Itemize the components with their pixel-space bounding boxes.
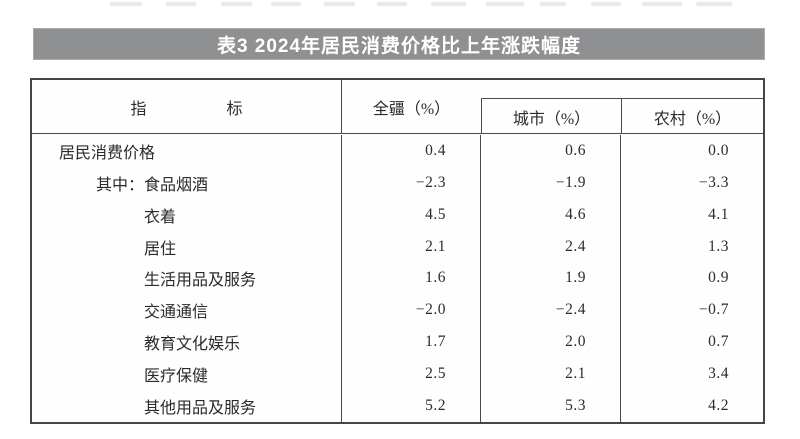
scan-artifact <box>696 2 732 6</box>
table-row: 居住 2.1 2.4 1.3 <box>32 230 763 263</box>
cell-chengshi: 1.9 <box>481 262 621 295</box>
row-label: 医疗保健 <box>32 358 342 391</box>
cell-nongcun: 0.7 <box>708 333 729 351</box>
cell-chengshi: 5.3 <box>481 390 621 422</box>
table-row: 其他用品及服务 5.2 5.3 4.2 <box>32 390 763 422</box>
cell-chengshi: −1.9 <box>481 166 621 199</box>
cell-nongcun: −0.7 <box>698 301 729 319</box>
table-row: 生活用品及服务 1.6 1.9 0.9 <box>32 262 763 295</box>
scan-artifact <box>540 2 566 6</box>
cell-nongcun: −3.3 <box>698 173 729 191</box>
scan-artifact <box>486 2 524 6</box>
row-label: 其中：食品烟酒 <box>32 166 342 199</box>
scan-artifact <box>271 2 301 6</box>
table-row: 衣着 4.5 4.6 4.1 <box>32 198 763 231</box>
header-chengshi: 城市（%） <box>482 99 622 134</box>
scan-artifact <box>591 2 621 6</box>
header-subgroup: 城市（%） 农村（%） <box>481 98 763 134</box>
scan-artifact <box>110 2 142 6</box>
cell-nongcun: 1.3 <box>708 237 729 255</box>
scan-artifact <box>431 2 466 6</box>
cell-chengshi: 2.4 <box>481 230 621 263</box>
row-label: 教育文化娱乐 <box>32 326 342 359</box>
scan-artifact <box>166 2 196 6</box>
table-row: 教育文化娱乐 1.7 2.0 0.7 <box>32 326 763 359</box>
cell-quanjiang: 2.1 <box>342 230 481 263</box>
cell-quanjiang: 4.5 <box>342 198 481 231</box>
cell-quanjiang: 5.2 <box>342 390 481 422</box>
header-indicator: 指 标 <box>32 80 342 133</box>
cell-nongcun: 0.0 <box>708 141 729 159</box>
row-label: 居住 <box>32 230 342 263</box>
cell-nongcun: 4.2 <box>708 397 729 415</box>
scan-artifact <box>377 2 407 6</box>
header-nongcun: 农村（%） <box>653 110 732 128</box>
row-label: 生活用品及服务 <box>32 262 342 295</box>
table-row: 医疗保健 2.5 2.1 3.4 <box>32 358 763 391</box>
cell-quanjiang: 0.4 <box>342 135 481 167</box>
table-row: 其中：食品烟酒 −2.3 −1.9 −3.3 <box>32 166 763 199</box>
row-label: 交通通信 <box>32 294 342 327</box>
row-label: 其他用品及服务 <box>32 390 342 422</box>
cell-chengshi: 4.6 <box>481 198 621 231</box>
table-title-bar: 表3 2024年居民消费价格比上年涨跌幅度 <box>33 28 765 60</box>
row-label: 衣着 <box>32 198 342 231</box>
cell-quanjiang: −2.3 <box>342 166 481 199</box>
cell-chengshi: 2.1 <box>481 358 621 391</box>
consumer-price-table: 指 标 全疆（%） 城市（%） 农村（%） 居民消费价格 0.4 0.6 0.0… <box>30 78 765 424</box>
cell-nongcun: 3.4 <box>708 365 729 383</box>
cell-quanjiang: 1.7 <box>342 326 481 359</box>
cell-nongcun: 0.9 <box>708 269 729 287</box>
table-row: 交通通信 −2.0 −2.4 −0.7 <box>32 294 763 327</box>
scan-artifact <box>642 2 682 6</box>
row-label: 居民消费价格 <box>32 135 342 167</box>
cell-quanjiang: −2.0 <box>342 294 481 327</box>
scan-artifact <box>221 2 252 6</box>
cell-quanjiang: 1.6 <box>342 262 481 295</box>
table-title: 表3 2024年居民消费价格比上年涨跌幅度 <box>216 35 582 57</box>
cell-nongcun: 4.1 <box>708 205 729 223</box>
cell-chengshi: 2.0 <box>481 326 621 359</box>
table-body: 居民消费价格 0.4 0.6 0.0 其中：食品烟酒 −2.3 −1.9 −3.… <box>32 135 763 422</box>
cell-chengshi: 0.6 <box>481 135 621 167</box>
table-header-row: 指 标 全疆（%） 城市（%） 农村（%） <box>32 80 763 134</box>
cell-quanjiang: 2.5 <box>342 358 481 391</box>
scan-artifact <box>324 2 355 6</box>
header-quanjiang: 全疆（%） <box>372 100 451 118</box>
table-row: 居民消费价格 0.4 0.6 0.0 <box>32 135 763 167</box>
cell-chengshi: −2.4 <box>481 294 621 327</box>
